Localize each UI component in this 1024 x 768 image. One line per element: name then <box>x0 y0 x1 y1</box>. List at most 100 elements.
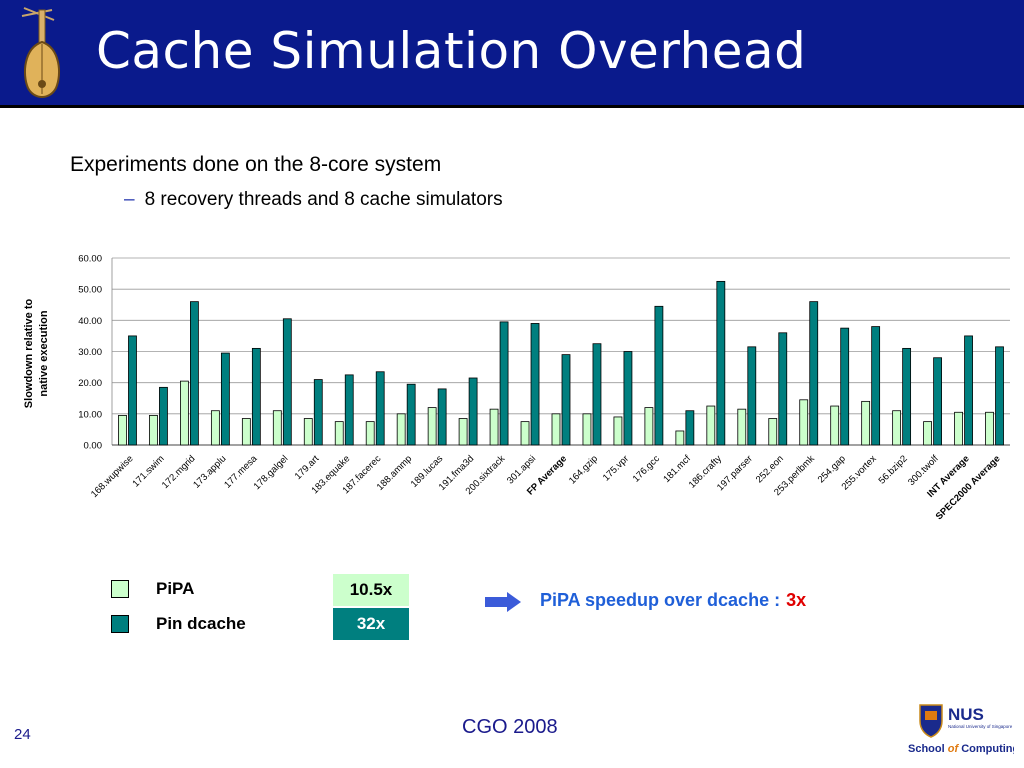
bar-pipa-168-wupwise <box>118 414 127 446</box>
slide-title: Cache Simulation Overhead <box>96 22 807 80</box>
bar-pipa-197-parser <box>737 408 747 446</box>
bar-pipa-fp-average <box>551 413 561 446</box>
bar-dcache-177-mesa <box>251 347 261 446</box>
bar-dcache-186-crafty <box>716 280 726 446</box>
bar-pipa-254-gap <box>830 405 840 446</box>
y-tick-label: 10.00 <box>78 409 102 420</box>
bar-pipa-200-sixtrack <box>489 408 499 446</box>
footer-text: CGO 2008 <box>462 716 558 738</box>
bar-pipa-253-perlbmk <box>799 399 809 446</box>
bar-dcache-175-vpr <box>623 351 633 446</box>
x-tick-label: 179.art <box>293 453 322 482</box>
speedup-note: PiPA speedup over dcache :3x <box>540 590 806 611</box>
speedup-value: 3x <box>786 590 807 610</box>
legend-label-pipa: PiPA <box>156 579 195 598</box>
bar-dcache-56-bzip2 <box>902 347 912 446</box>
bar-dcache-188-ammp <box>406 383 416 446</box>
slowdown-bar-chart: 0.00 10.00 20.00 30.00 40.00 50.00 60.00 Slowdo… <box>23 254 1010 522</box>
bar-pipa-176-gcc <box>644 407 654 446</box>
bar-dcache-183-equake <box>344 374 354 446</box>
bar-dcache-200-sixtrack <box>499 321 509 446</box>
bar-pipa-189-lucas <box>427 407 437 446</box>
bar-dcache-197-parser <box>747 346 757 446</box>
bar-pipa-spec2000-average <box>985 411 994 446</box>
nus-crest-detail <box>925 711 937 720</box>
bar-dcache-164-gzip <box>592 343 602 446</box>
bar-dcache-171-swim <box>159 386 168 446</box>
bar-pipa-177-mesa <box>241 418 251 446</box>
nus-wordmark: NUS <box>948 705 984 724</box>
bar-dcache-178-galgel <box>282 318 292 446</box>
bar-dcache-187-facerec <box>375 371 385 446</box>
bar-pipa-171-swim <box>149 414 158 446</box>
bar-dcache-255-vortex <box>871 326 881 446</box>
bar-pipa-300-twolf <box>923 421 932 446</box>
sub-bullet-marker: – <box>124 189 135 210</box>
bar-pipa-56-bzip2 <box>892 410 902 446</box>
bar-dcache-int-average <box>964 335 973 446</box>
bar-pipa-179-art <box>303 418 313 446</box>
bar-pipa-int-average <box>954 411 963 446</box>
bar-pipa-183-equake <box>334 421 344 446</box>
bar-pipa-172-mgrid <box>180 380 189 446</box>
school-of-computing-label: School of Computing <box>908 743 1014 755</box>
pipa-average-value: 10.5x <box>333 574 409 606</box>
bar-dcache-301-apsi <box>530 323 540 446</box>
bar-pipa-175-vpr <box>613 416 623 446</box>
legend-swatch-dcache <box>111 615 129 633</box>
right-arrow-icon <box>485 592 521 612</box>
nus-subtitle: National University of Singapore <box>948 724 1013 729</box>
bar-dcache-300-twolf <box>933 357 942 446</box>
x-tick-label: 56.bzip2 <box>877 453 910 486</box>
bar-pipa-178-galgel <box>272 410 282 446</box>
nus-crest-icon <box>919 704 943 738</box>
x-tick-label: 164.gzip <box>567 453 600 486</box>
bar-pipa-255-vortex <box>861 400 871 446</box>
bar-dcache-189-lucas <box>437 388 447 446</box>
title-bar: Cache Simulation Overhead <box>0 0 1024 108</box>
nus-logo: NUS National University of Singapore Sch… <box>908 704 1014 755</box>
x-tick-label: 176.gcc <box>631 453 662 484</box>
bar-dcache-191-fma3d <box>468 377 478 446</box>
bar-dcache-176-gcc <box>654 305 664 446</box>
bar-dcache-fp-average <box>561 354 571 446</box>
legend-swatch-pipa <box>111 580 129 598</box>
x-tick-label: 175.vpr <box>601 453 631 483</box>
bar-pipa-181-mcf <box>675 430 685 446</box>
dcache-average-value: 32x <box>333 608 409 640</box>
bar-pipa-187-facerec <box>365 421 375 446</box>
bar-pipa-186-crafty <box>706 405 716 446</box>
sub-bullet-text: 8 recovery threads and 8 cache simulator… <box>144 189 503 210</box>
y-tick-label: 0.00 <box>84 441 103 452</box>
bar-dcache-spec2000-average <box>995 346 1004 446</box>
y-tick-label: 30.00 <box>78 347 102 358</box>
y-tick-label: 40.00 <box>78 316 102 327</box>
bar-dcache-254-gap <box>840 327 850 446</box>
bar-dcache-253-perlbmk <box>809 301 819 446</box>
bar-pipa-301-apsi <box>520 421 530 446</box>
bar-pipa-188-ammp <box>396 413 406 446</box>
bar-dcache-173-applu <box>220 352 230 446</box>
x-tick-label: 168.wupwise <box>89 453 136 500</box>
bullet-text: Experiments done on the 8-core system <box>70 153 442 176</box>
bar-dcache-252-eon <box>778 332 788 446</box>
y-tick-label: 50.00 <box>78 285 102 296</box>
pipa-lute-icon <box>21 7 60 98</box>
page-number: 24 <box>14 726 31 743</box>
y-tick-label: 60.00 <box>78 254 102 265</box>
bar-pipa-191-fma3d <box>458 418 468 446</box>
x-tick-label: 173.applu <box>191 453 228 490</box>
bar-pipa-164-gzip <box>582 413 592 446</box>
bar-pipa-252-eon <box>768 418 778 446</box>
bar-dcache-168-wupwise <box>128 335 137 446</box>
speedup-text: PiPA speedup over dcache : <box>540 590 781 610</box>
sub-bullet: –8 recovery threads and 8 cache simulato… <box>124 189 503 211</box>
bar-dcache-172-mgrid <box>190 301 199 446</box>
bar-pipa-173-applu <box>210 410 220 446</box>
y-tick-label: 20.00 <box>78 378 102 389</box>
legend-label-dcache: Pin dcache <box>156 614 246 633</box>
bar-dcache-181-mcf <box>685 410 695 446</box>
x-tick-label: 172.mgrid <box>160 453 198 491</box>
y-axis-label: Slowdown relative to native execution <box>23 299 50 409</box>
bar-dcache-179-art <box>313 379 323 446</box>
